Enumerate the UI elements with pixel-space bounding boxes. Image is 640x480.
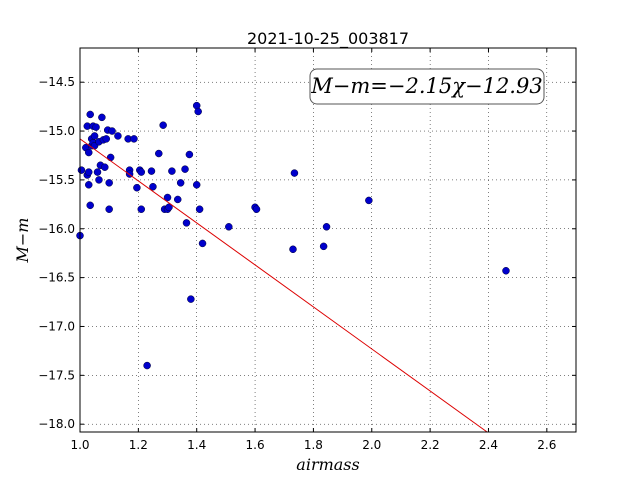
data-point (149, 182, 157, 191)
y-tick-label: −14.5 (38, 75, 75, 89)
data-point (86, 110, 94, 119)
data-point (502, 267, 510, 275)
x-tick-label: 2.4 (479, 438, 498, 452)
axis-ticks (79, 48, 576, 432)
data-point (137, 205, 146, 213)
data-point (195, 205, 204, 213)
data-point (165, 203, 173, 212)
data-point (90, 132, 99, 140)
data-point (289, 245, 297, 254)
x-tick-label: 2.0 (362, 438, 381, 452)
data-point (77, 166, 86, 174)
data-point (181, 165, 189, 173)
data-point (106, 153, 115, 162)
data-point (133, 183, 141, 192)
y-tick-label: −17.0 (38, 319, 75, 333)
data-point (105, 205, 113, 213)
data-point (187, 295, 195, 303)
data-point (182, 219, 191, 227)
data-point (322, 223, 331, 231)
x-tick-label: 1.2 (129, 438, 148, 452)
data-point (85, 168, 93, 176)
x-tick-label: 1.0 (70, 438, 89, 452)
data-point (198, 239, 207, 248)
y-tick-label: −17.5 (38, 368, 75, 382)
data-point (105, 179, 113, 187)
data-point (155, 149, 163, 158)
data-point (92, 123, 100, 131)
data-point (93, 168, 102, 176)
data-point (130, 135, 138, 143)
data-point (85, 181, 93, 189)
data-point (108, 127, 116, 135)
data-point (163, 193, 172, 202)
x-tick-label: 1.8 (304, 438, 323, 452)
data-point (114, 132, 122, 140)
fit-equation-box: M−m=−2.15χ−12.93 (309, 68, 545, 105)
data-point (225, 223, 233, 231)
y-tick-label: −16.5 (38, 271, 75, 285)
fit-equation-frame (309, 68, 545, 105)
data-point (85, 148, 93, 157)
data-point (173, 195, 182, 204)
x-tick-label: 2.6 (537, 438, 556, 452)
data-point (176, 179, 185, 187)
data-point (86, 201, 94, 210)
data-point (98, 113, 106, 122)
chart-title: 2021-10-25_003817 (247, 29, 409, 49)
x-tick-labels: 1.0 1.2 1.4 1.6 1.8 2.0 2.2 2.4 2.6 (70, 438, 556, 452)
data-point (102, 135, 111, 143)
data-point (194, 107, 202, 116)
x-axis-label: airmass (296, 455, 359, 474)
data-point (290, 169, 299, 177)
fit-line (79, 138, 488, 433)
x-tick-label: 1.4 (187, 438, 206, 452)
data-point (159, 121, 167, 129)
y-tick-labels: −14.5 −15.0 −15.5 −16.0 −16.5 −17.0 −17.5 −18.0 (38, 75, 75, 431)
data-point (319, 242, 328, 251)
y-tick-label: −18.0 (38, 417, 75, 431)
y-tick-label: −16.0 (38, 222, 75, 236)
y-tick-label: −15.5 (38, 173, 75, 187)
data-point (185, 150, 194, 159)
fit-equation-text: M−m=−2.15χ−12.93 (310, 74, 542, 98)
data-point (365, 196, 373, 205)
data-point (252, 205, 261, 213)
data-point (168, 167, 176, 175)
x-tick-label: 1.6 (246, 438, 265, 452)
data-points (76, 101, 510, 370)
fit-line-group (79, 138, 488, 433)
data-point (192, 181, 201, 189)
data-point (95, 176, 103, 184)
data-point (101, 163, 109, 171)
x-tick-label: 2.2 (421, 438, 440, 452)
axes-frame (79, 47, 577, 433)
data-point (147, 167, 156, 175)
y-axis-label: M−m (13, 218, 32, 264)
y-tick-label: −15.0 (38, 124, 75, 138)
data-point (143, 361, 151, 370)
data-point (137, 168, 146, 176)
